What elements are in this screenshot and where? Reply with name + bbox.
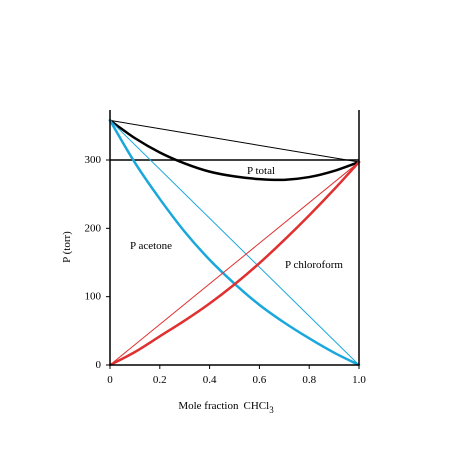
x-axis-title-text: Mole fraction: [178, 400, 239, 412]
x-tick-label: 0.6: [253, 374, 267, 386]
x-axis-title: Mole fraction CHCl3: [178, 400, 274, 415]
ticks-group: 0 0.2 0.4 0.6 0.8 1.0 0 100 200 300: [85, 154, 367, 386]
x-tick-label: 1.0: [352, 374, 366, 386]
series-p-total: [108, 119, 361, 182]
y-tick-label: 0: [96, 359, 102, 371]
label-p-total: P total: [247, 165, 275, 177]
y-tick-label: 100: [85, 291, 102, 303]
axes-group: [109, 110, 360, 366]
series-p-total-ideal: [109, 119, 360, 163]
x-axis-title-subscript: 3: [269, 405, 274, 415]
x-tick-label: 0.4: [203, 374, 217, 386]
x-axis-title-chem: CHCl: [244, 400, 270, 412]
curves-group: [108, 119, 361, 367]
y-tick-label: 200: [85, 222, 102, 234]
y-axis-title: P (torr): [61, 231, 73, 263]
series-p-chloroform-ideal: [109, 161, 360, 366]
series-p-acetone-ideal: [109, 119, 360, 366]
label-p-acetone: P acetone: [130, 240, 172, 252]
x-tick-label: 0.8: [302, 374, 316, 386]
x-tick-label: 0: [107, 374, 113, 386]
series-p-chloroform: [108, 160, 361, 367]
x-tick-label: 0.2: [153, 374, 167, 386]
label-p-chloroform: P chloroform: [285, 259, 343, 271]
y-tick-label: 300: [85, 154, 102, 166]
